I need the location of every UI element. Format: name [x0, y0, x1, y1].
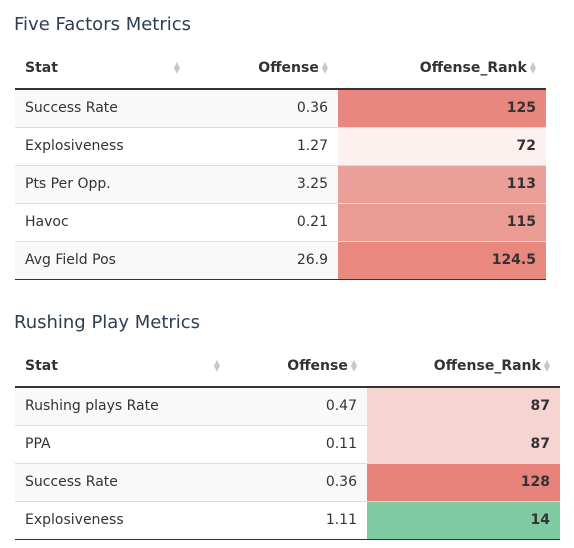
five-factors-table: Stat ▲ ▼ Offense ▲ ▼ Offense_Rank ▲ ▼ Success… [15, 48, 546, 280]
stat-cell: Success Rate [15, 462, 230, 501]
sort-icon: ▲ ▼ [321, 60, 328, 75]
stat-column-header[interactable]: Stat ▲ ▼ [15, 48, 190, 90]
offense-cell: 0.47 [230, 387, 367, 425]
sort-icon: ▲ ▼ [543, 358, 550, 373]
offense-rank-cell: 113 [338, 164, 546, 203]
sort-icon: ▲ ▼ [173, 60, 180, 75]
sort-icon: ▲ ▼ [529, 60, 536, 75]
offense-column-header[interactable]: Offense ▲ ▼ [230, 346, 367, 388]
table-row: Avg Field Pos 26.9 124.5 [15, 240, 546, 280]
table-row: Success Rate 0.36 125 [15, 89, 546, 127]
stat-cell: Explosiveness [15, 500, 230, 540]
stat-cell: Success Rate [15, 89, 190, 127]
rushing-play-table: Stat ▲ ▼ Offense ▲ ▼ Offense_Rank ▲ ▼ Rushing… [15, 346, 560, 540]
table-row: PPA 0.11 87 [15, 424, 560, 463]
offense-cell: 0.11 [230, 424, 367, 463]
stat-cell: Explosiveness [15, 126, 190, 165]
table-row: Explosiveness 1.27 72 [15, 126, 546, 165]
offense-rank-cell: 125 [338, 89, 546, 127]
stat-cell: PPA [15, 424, 230, 463]
offense-cell: 1.27 [190, 126, 338, 165]
offense-rank-cell: 14 [367, 500, 560, 540]
offense-column-header[interactable]: Offense ▲ ▼ [190, 48, 338, 90]
table-row: Pts Per Opp. 3.25 113 [15, 164, 546, 203]
offense-cell: 0.36 [230, 462, 367, 501]
sort-icon: ▲ ▼ [213, 358, 220, 373]
offense-rank-cell: 87 [367, 424, 560, 463]
stat-column-header[interactable]: Stat ▲ ▼ [15, 346, 230, 388]
table-row: Havoc 0.21 115 [15, 202, 546, 241]
stat-cell: Pts Per Opp. [15, 164, 190, 203]
offense-rank-cell: 124.5 [338, 240, 546, 280]
table-row: Success Rate 0.36 128 [15, 462, 560, 501]
table-row: Explosiveness 1.11 14 [15, 500, 560, 540]
stat-cell: Avg Field Pos [15, 240, 190, 280]
rushing-play-title: Rushing Play Metrics [14, 312, 201, 333]
five-factors-title: Five Factors Metrics [14, 14, 192, 35]
sort-icon: ▲ ▼ [350, 358, 357, 373]
offense-cell: 3.25 [190, 164, 338, 203]
offense-rank-cell: 87 [367, 387, 560, 425]
offense-cell: 26.9 [190, 240, 338, 280]
offense-cell: 0.21 [190, 202, 338, 241]
offense-rank-column-header[interactable]: Offense_Rank ▲ ▼ [338, 48, 546, 90]
stat-cell: Havoc [15, 202, 190, 241]
offense-rank-cell: 72 [338, 126, 546, 165]
offense-rank-cell: 128 [367, 462, 560, 501]
stat-cell: Rushing plays Rate [15, 387, 230, 425]
offense-rank-column-header[interactable]: Offense_Rank ▲ ▼ [367, 346, 560, 388]
table-row: Rushing plays Rate 0.47 87 [15, 387, 560, 425]
offense-rank-cell: 115 [338, 202, 546, 241]
offense-cell: 1.11 [230, 500, 367, 540]
offense-cell: 0.36 [190, 89, 338, 127]
